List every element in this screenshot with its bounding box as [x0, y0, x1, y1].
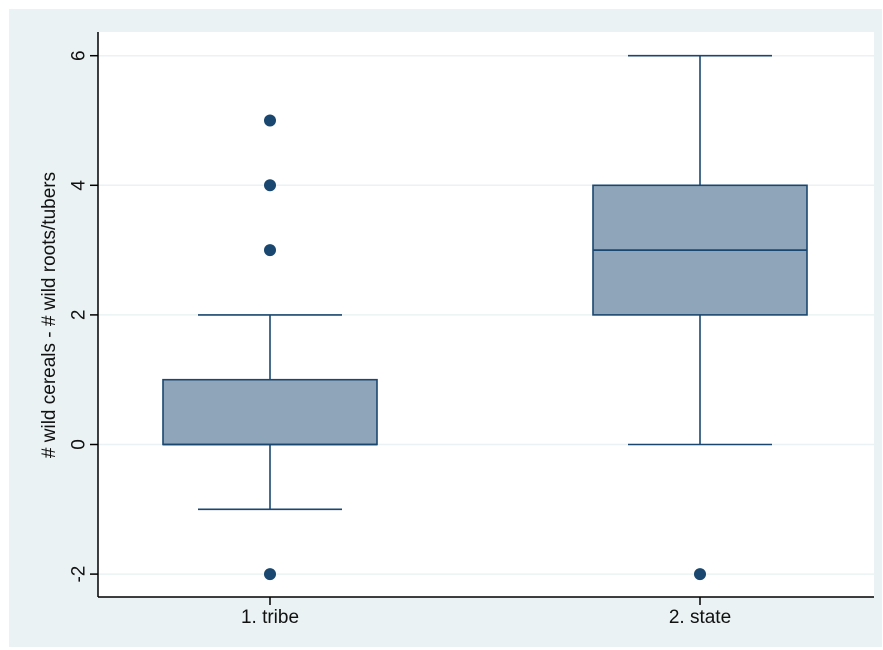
outlier-point — [694, 568, 706, 581]
y-axis-title: # wild cereals - # wild roots/tubers — [39, 172, 60, 458]
y-tick-label: -2 — [69, 566, 90, 583]
outlier-point — [264, 179, 276, 192]
y-tick-label: 4 — [69, 180, 90, 191]
x-tick-label: 1. tribe — [241, 607, 299, 628]
outlier-point — [264, 568, 276, 581]
x-tick-label: 2. state — [669, 607, 731, 628]
y-tick-label: 6 — [69, 50, 90, 61]
boxes — [162, 54, 808, 581]
outlier-point — [264, 114, 276, 127]
x-ticks: 1. tribe 2. state — [241, 597, 731, 628]
y-tick-label: 2 — [69, 310, 90, 321]
box — [162, 378, 378, 446]
y-tick-label: 0 — [69, 439, 90, 450]
y-ticks: -2 0 2 4 6 — [69, 50, 98, 583]
outlier-point — [264, 244, 276, 257]
